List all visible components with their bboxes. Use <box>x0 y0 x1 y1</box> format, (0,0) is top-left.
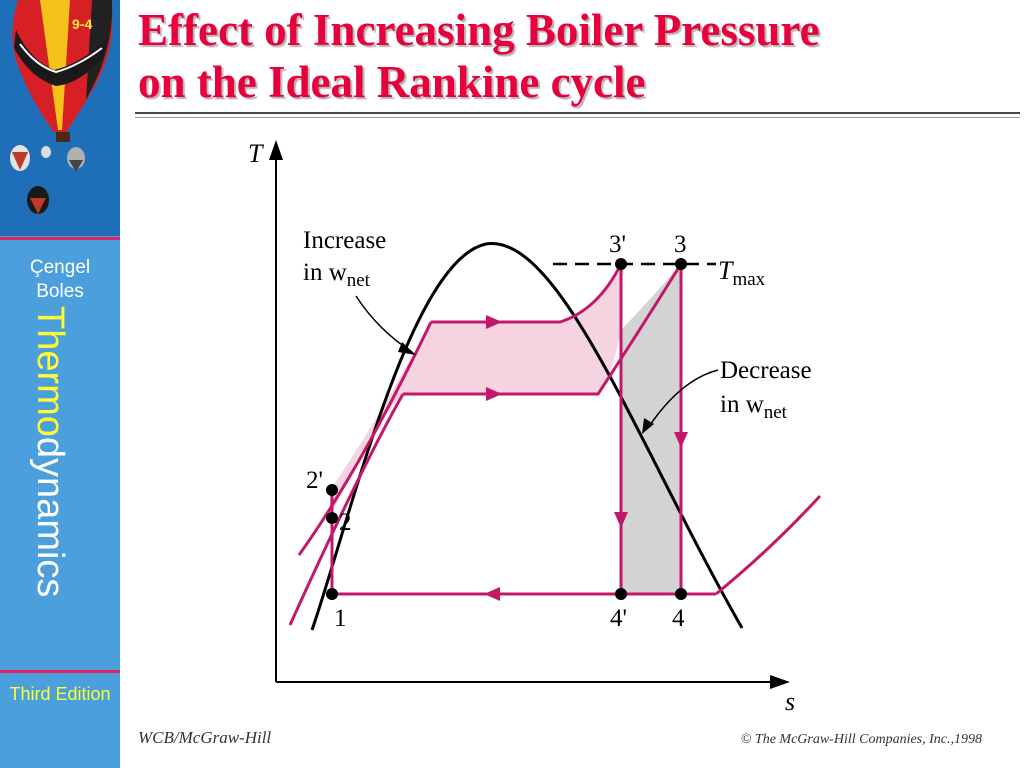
label-point-4p: 4' <box>610 605 627 632</box>
increase-wnet-region <box>403 268 621 394</box>
increase-pointer-head <box>398 342 416 355</box>
footer-publisher: WCB/McGraw-Hill <box>138 728 272 747</box>
label-point-3: 3 <box>674 231 687 258</box>
sidebar-divider-bottom <box>0 670 120 673</box>
increase-label-in-w: in w <box>303 259 347 286</box>
arrow-turbine-high <box>614 512 628 528</box>
state-point-4p <box>615 588 627 600</box>
title-rule-thin <box>135 117 1020 118</box>
authors: Çengel Boles <box>0 256 120 304</box>
boiler-line-low <box>403 263 683 396</box>
increase-label-line2: in wnet <box>303 259 371 291</box>
decrease-label-line1: Decrease <box>720 357 812 384</box>
book-title-dynamics: dynamics <box>29 436 71 598</box>
arrow-boiler-high <box>486 315 502 329</box>
decrease-pointer <box>647 369 719 429</box>
state-point-4 <box>675 588 687 600</box>
increase-label-line1: Increase <box>303 227 386 254</box>
s-axis-arrow <box>770 675 790 689</box>
label-point-4: 4 <box>672 605 685 632</box>
saturation-dome <box>310 242 744 631</box>
label-point-3p: 3' <box>609 231 626 258</box>
slide-number: 9-4 <box>72 16 93 32</box>
slide-title-line2: on the Ideal Rankine cycle <box>138 57 646 107</box>
slide-title: Effect of Increasing Boiler Pressure on … <box>138 4 1018 108</box>
isobar-high-liquid <box>297 321 433 556</box>
arrow-boiler-low <box>486 387 502 401</box>
book-title-vertical: Thermodynamics <box>28 306 71 597</box>
isobar-condenser-superheat <box>715 494 822 596</box>
tmax-sub: max <box>732 269 765 290</box>
hot-air-balloons-image <box>0 0 120 236</box>
decrease-wnet-region <box>621 264 681 594</box>
state-point-3p <box>615 258 627 270</box>
author-boles: Boles <box>36 281 84 302</box>
state-point-2 <box>326 512 338 524</box>
state-point-1 <box>326 588 338 600</box>
state-point-3 <box>675 258 687 270</box>
author-cengel: Çengel <box>29 257 91 278</box>
footer-copyright: © The McGraw-Hill Companies, Inc.,1998 <box>740 732 982 747</box>
decrease-label-net: net <box>764 402 788 423</box>
tmax-t: T <box>718 256 734 285</box>
s-axis-label: s <box>785 687 795 716</box>
book-title-thermo: Thermo <box>29 306 71 437</box>
arrow-turbine-low <box>674 432 688 448</box>
label-point-1: 1 <box>334 605 347 632</box>
isobar-low-liquid <box>288 393 405 626</box>
label-point-2p: 2' <box>306 467 323 494</box>
edition-label: Third Edition <box>9 684 111 704</box>
increase-label-net: net <box>347 270 371 291</box>
ts-diagram: T s Increase in wnet Decrease in wnet Tm… <box>248 139 822 716</box>
boiler-line-high <box>431 263 623 324</box>
arrow-condenser <box>484 587 500 601</box>
balloon-illustration <box>0 0 120 236</box>
label-point-2: 2 <box>339 509 352 536</box>
slide-title-line1: Effect of Increasing Boiler Pressure <box>138 5 820 55</box>
decrease-label-line2: in wnet <box>720 391 788 423</box>
t-axis-label: T <box>248 139 264 168</box>
sidebar: 9-4 Çengel Boles Thermodynamics Third Ed… <box>0 0 120 768</box>
decrease-label-in-w: in w <box>720 391 764 418</box>
tmax-label: Tmax <box>718 256 766 290</box>
title-rule <box>135 112 1020 114</box>
sidebar-divider-top <box>0 237 120 240</box>
state-point-2p <box>326 484 338 496</box>
decrease-pointer-head <box>642 418 654 434</box>
t-axis-arrow <box>269 140 283 160</box>
